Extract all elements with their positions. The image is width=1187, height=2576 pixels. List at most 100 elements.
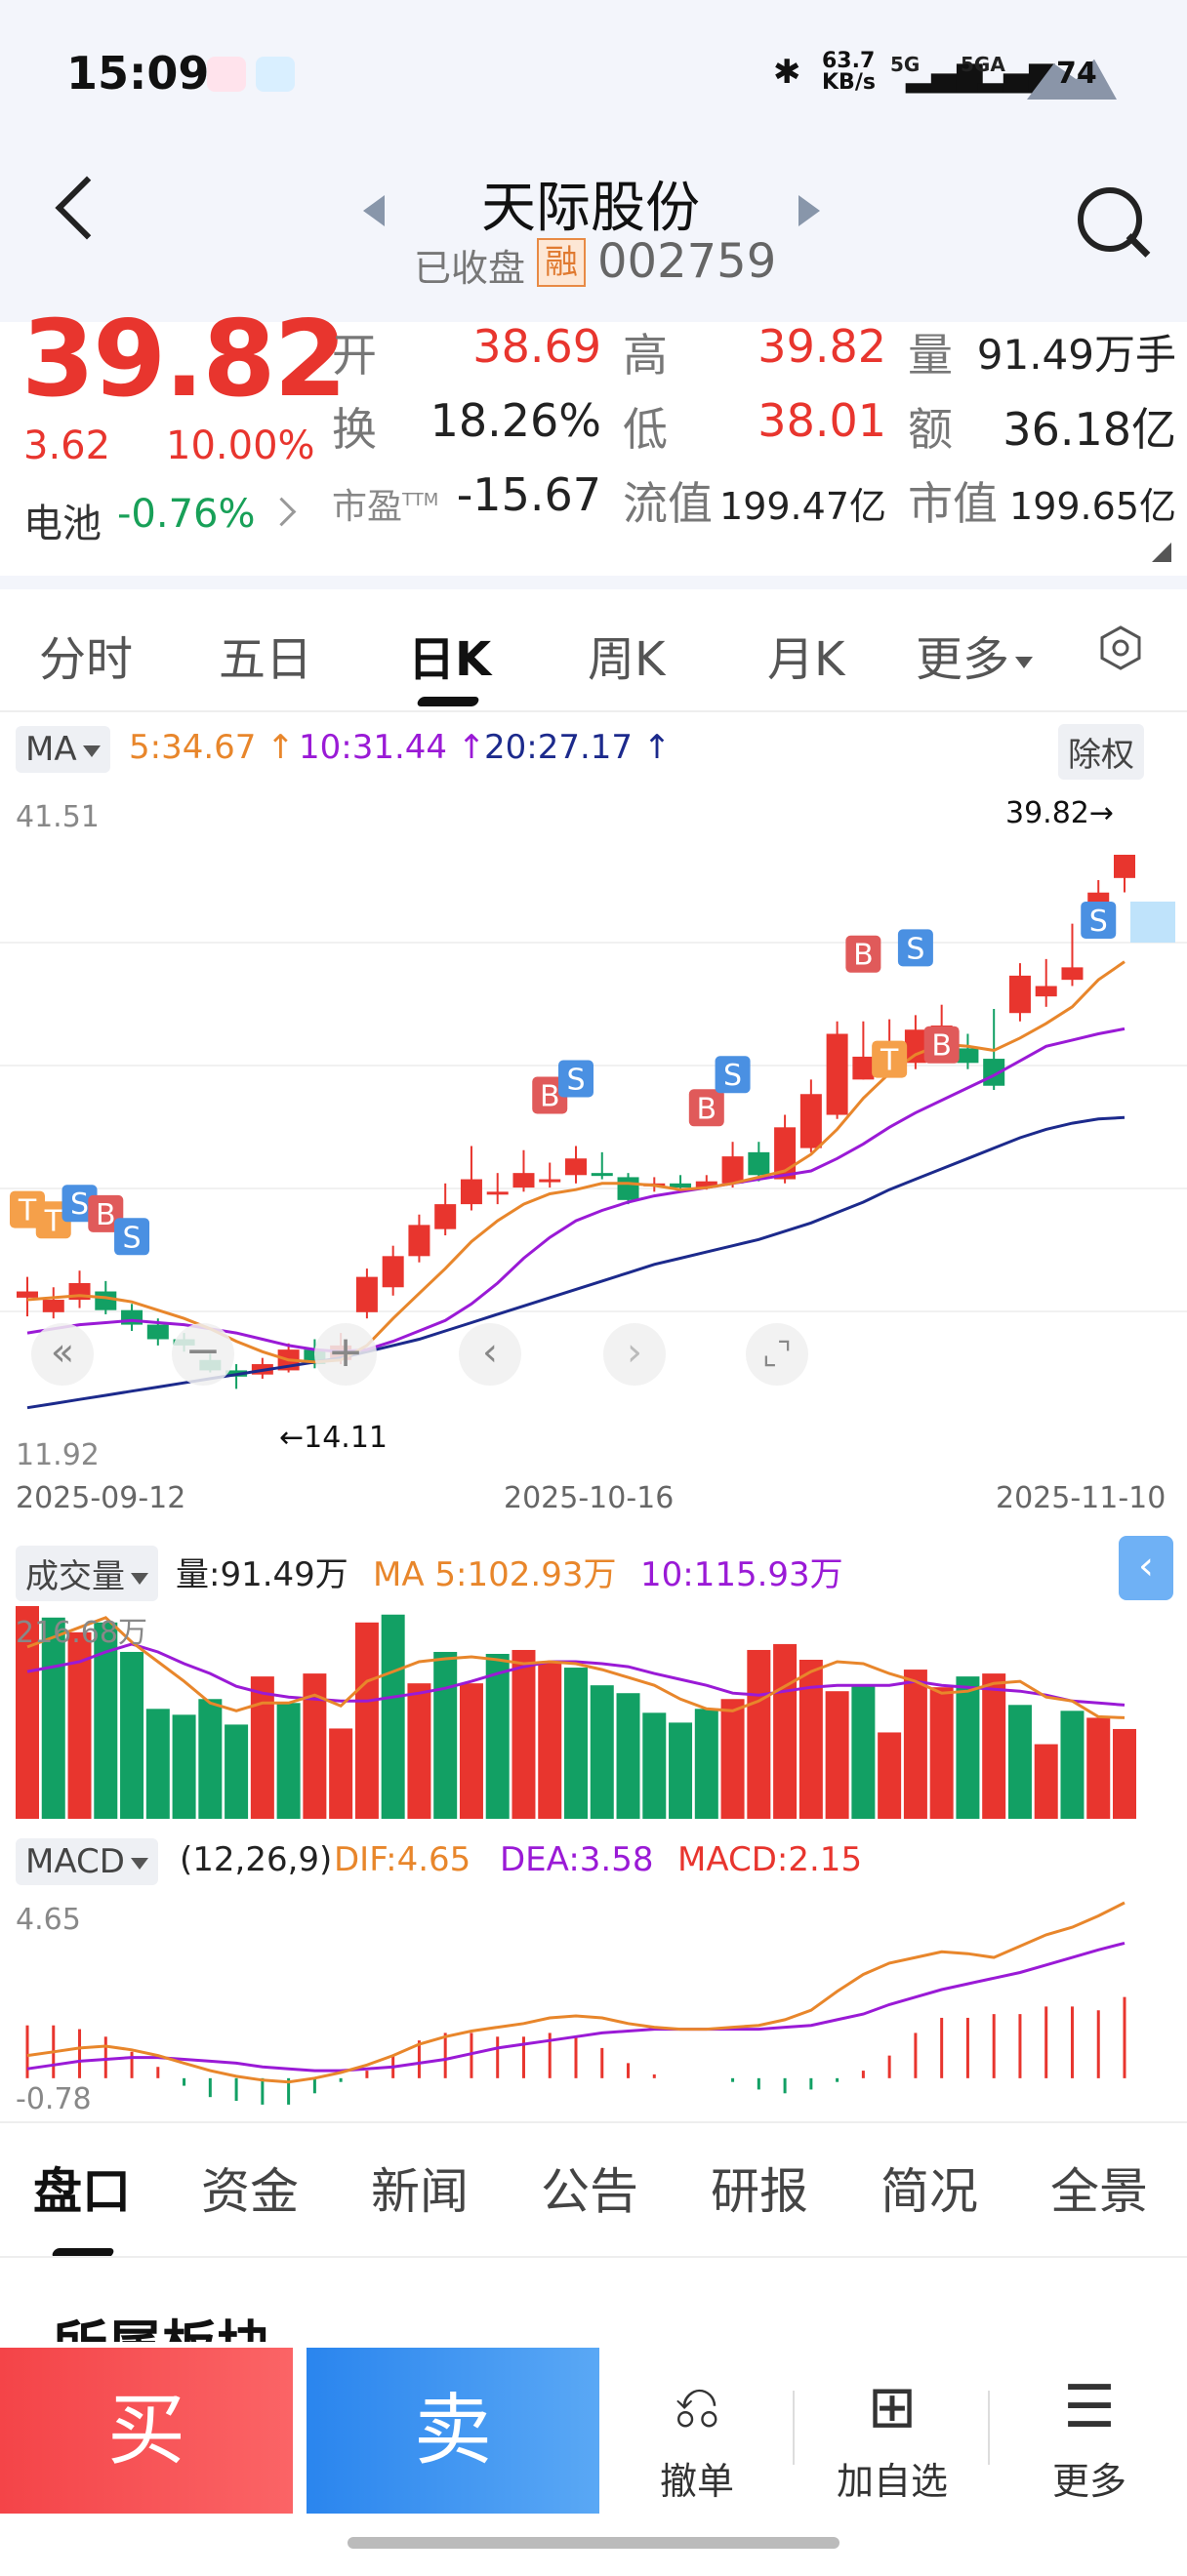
tab-more[interactable]: 更多 — [916, 621, 1034, 689]
ma-selector[interactable]: MA — [16, 726, 110, 773]
divider — [793, 2391, 795, 2465]
candle — [799, 1094, 822, 1148]
low-price-marker: ←14.11 — [279, 1421, 389, 1455]
search-icon[interactable] — [1078, 187, 1142, 252]
trade-marker-label: S — [123, 1221, 142, 1255]
tab-order-book[interactable]: 盘口 — [33, 2163, 131, 2220]
adjust-button[interactable]: 除权 — [1058, 724, 1144, 780]
low-value: 38.01 — [757, 394, 886, 447]
market-cap-value: 199.65亿 — [1009, 485, 1176, 528]
fullscreen-icon[interactable]: ⌞⌝ — [746, 1323, 808, 1386]
tab-news[interactable]: 新闻 — [371, 2163, 469, 2220]
zoom-out-icon[interactable]: − — [172, 1323, 234, 1386]
price-change: 3.62 — [23, 423, 111, 468]
turnover-label: 换 — [332, 403, 377, 456]
settings-hex-icon[interactable] — [1097, 624, 1144, 671]
trade-marker-label: B — [697, 1092, 717, 1126]
prev-stock-icon[interactable] — [363, 195, 385, 226]
divider — [0, 2121, 1187, 2123]
volume-bar — [903, 1670, 927, 1819]
float-cap-label: 流值 — [623, 477, 713, 530]
add-favorite-button[interactable]: ⊞ 加自选 — [804, 2373, 980, 2505]
cancel-order-button[interactable]: ⎌ 撤单 — [609, 2373, 785, 2505]
volume-bar — [276, 1703, 301, 1819]
chevron-right-icon[interactable] — [266, 497, 297, 527]
chevron-down-icon — [131, 1572, 148, 1585]
trade-marker — [688, 1089, 724, 1127]
amount-value: 36.18亿 — [1003, 403, 1176, 456]
volume-ma10: 10:115.93万 — [640, 1555, 843, 1594]
status-bar: 15:09 ✱ 63.7 KB/s 5G ▂▄▆ 5GA ▂▄▆ 74 — [0, 0, 1187, 146]
y-min-label: 11.92 — [16, 1438, 100, 1472]
candle — [434, 1204, 457, 1229]
expand-corner-icon[interactable] — [1152, 543, 1171, 562]
tab-weekly-k[interactable]: 周K — [588, 632, 666, 687]
zoom-in-icon[interactable]: + — [314, 1323, 377, 1386]
tab-profile[interactable]: 简况 — [880, 2163, 978, 2220]
volume-bar — [642, 1712, 667, 1819]
volume-bar — [825, 1691, 849, 1819]
volume-selector[interactable]: 成交量 — [16, 1546, 158, 1601]
more-button[interactable]: ☰ 更多 — [1002, 2373, 1177, 2505]
industry-label[interactable]: 电池 — [23, 502, 102, 546]
macd-y-min: -0.78 — [16, 2082, 92, 2116]
volume-chart[interactable] — [0, 1600, 1187, 1825]
candle — [721, 1156, 744, 1184]
trade-marker-label: B — [540, 1080, 560, 1114]
tab-overview[interactable]: 全景 — [1050, 2163, 1148, 2220]
tab-five-day[interactable]: 五日 — [219, 632, 313, 687]
trade-marker-label: S — [1089, 905, 1108, 939]
pan-left-icon[interactable]: ‹ — [459, 1323, 521, 1386]
date-start: 2025-09-12 — [16, 1481, 186, 1515]
stock-name: 天际股份 — [481, 177, 700, 240]
tab-funds[interactable]: 资金 — [201, 2163, 299, 2220]
app-icon — [256, 57, 295, 92]
volume-bar — [354, 1622, 379, 1819]
candle — [826, 1033, 848, 1115]
volume-ma5-line — [26, 1616, 1126, 1719]
volume-y-max: 216.68万 — [16, 1616, 147, 1650]
candle — [355, 1276, 378, 1312]
macd-selector[interactable]: MACD — [16, 1838, 158, 1885]
low-label: 低 — [623, 403, 668, 456]
macd-chart[interactable] — [0, 1893, 1187, 2117]
price-change-pct: 10.00% — [166, 423, 315, 468]
add-favorite-icon: ⊞ — [867, 2373, 918, 2441]
chevron-down-icon — [130, 1857, 148, 1870]
rewind-icon[interactable]: « — [31, 1323, 94, 1386]
volume-bar — [538, 1662, 562, 1819]
divider — [0, 710, 1187, 712]
tab-research[interactable]: 研报 — [711, 2163, 808, 2220]
sell-button[interactable]: 卖 — [307, 2348, 599, 2514]
signal-label-1: 5G — [890, 53, 921, 76]
dea-line — [26, 1941, 1126, 2073]
signal-icon: ▂▄▆ — [906, 55, 983, 94]
pe-label: 市盈TTM — [332, 487, 439, 527]
pan-right-icon[interactable]: › — [603, 1323, 666, 1386]
buy-button[interactable]: 买 — [0, 2348, 293, 2514]
trade-marker-label: T — [18, 1194, 37, 1228]
macd-hist: MACD:2.15 — [677, 1840, 863, 1879]
tab-intraday[interactable]: 分时 — [39, 632, 134, 687]
tab-daily-k[interactable]: 日K — [408, 632, 492, 687]
bluetooth-icon: ✱ — [773, 53, 801, 92]
turnover-value: 18.26% — [430, 394, 601, 447]
candle — [17, 1291, 38, 1298]
date-mid: 2025-10-16 — [504, 1481, 675, 1515]
tab-monthly-k[interactable]: 月K — [767, 632, 845, 687]
trade-marker-label: S — [723, 1059, 742, 1093]
industry-change[interactable]: -0.76% — [117, 492, 256, 537]
open-value: 38.69 — [472, 320, 601, 373]
battery-level: 74 — [1056, 57, 1097, 91]
volume-bar — [669, 1722, 693, 1819]
volume-bar — [433, 1651, 458, 1819]
volume-bar — [798, 1660, 823, 1819]
candle — [1114, 854, 1135, 878]
tab-announcements[interactable]: 公告 — [541, 2163, 638, 2220]
collapse-panel-icon[interactable]: ‹ — [1119, 1536, 1173, 1600]
volume-bar — [982, 1673, 1006, 1819]
volume-bar — [172, 1714, 196, 1819]
volume-label: 量 — [908, 329, 953, 382]
stock-code: 002759 — [597, 234, 777, 289]
next-stock-icon[interactable] — [798, 195, 820, 226]
